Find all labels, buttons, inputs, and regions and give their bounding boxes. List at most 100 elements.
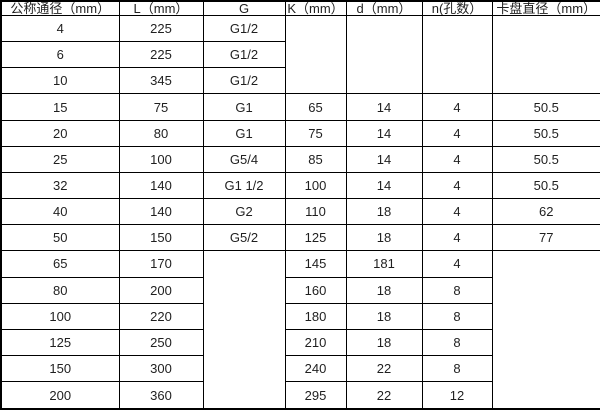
table-cell: 50.5	[491, 119, 600, 147]
table-cell: 8	[421, 328, 493, 357]
table-cell: 200	[0, 381, 120, 410]
table-row: 15 75 G1 65 14 4 50.5	[0, 93, 600, 121]
table-cell: 75	[118, 93, 204, 121]
table-header-row: 公称通径（mm） L（mm） G K（mm） d（mm） n(孔数） 卡盘直径（…	[0, 0, 600, 16]
table-cell: 4	[0, 14, 120, 43]
table-cell: 150	[118, 224, 204, 252]
table-row: 20 80 G1 75 14 4 50.5	[0, 119, 600, 147]
table-cell: 125	[0, 328, 120, 357]
table-row: 50 150 G5/2 125 18 4 77	[0, 224, 600, 252]
table-cell: 225	[118, 41, 204, 69]
table-row: 150 300 240 22 8	[0, 355, 600, 383]
table-cell: 4	[421, 250, 493, 278]
table-row: 200 360 295 22 12	[0, 381, 600, 410]
table-row: 65 170 145 181 4	[0, 250, 600, 410]
table-cell	[345, 14, 423, 95]
table-row: 6 225 G1/2	[0, 41, 600, 69]
table-cell: 110	[284, 198, 347, 226]
table-cell	[421, 14, 493, 95]
header-k: K（mm）	[284, 0, 347, 16]
table-cell: G5/2	[202, 224, 286, 252]
table-cell	[491, 250, 600, 410]
table-cell: 181	[345, 250, 423, 278]
table-cell: 150	[0, 355, 120, 383]
table-cell: 140	[118, 171, 204, 200]
table-cell: 50	[0, 224, 120, 252]
table-cell: 220	[118, 302, 204, 330]
table-cell: 10	[0, 67, 120, 95]
table-row: 25 100 G5/4 85 14 4 50.5	[0, 145, 600, 173]
header-hole-count: n(孔数）	[421, 0, 493, 16]
header-thread-g: G	[202, 0, 286, 16]
table-cell: 14	[345, 119, 423, 147]
table-cell: G1	[202, 119, 286, 147]
table-cell: 85	[284, 145, 347, 173]
table-cell: 18	[345, 302, 423, 330]
table-cell: 18	[345, 276, 423, 304]
table-cell: 20	[0, 119, 120, 147]
table-cell: 80	[0, 276, 120, 304]
table-cell: 4	[421, 93, 493, 121]
table-cell: 4	[421, 119, 493, 147]
table-cell: 4	[421, 198, 493, 226]
table-cell: 14	[345, 171, 423, 200]
table-cell: 200	[118, 276, 204, 304]
table-cell: 225	[118, 14, 204, 43]
table-row: 125 250 210 18 8	[0, 328, 600, 357]
table-cell: 25	[0, 145, 120, 173]
table-cell: 345	[118, 67, 204, 95]
table-cell: 4	[421, 145, 493, 173]
table-cell: 50.5	[491, 171, 600, 200]
table-cell: 6	[0, 41, 120, 69]
table-cell: 62	[491, 198, 600, 226]
table-cell: 4	[421, 171, 493, 200]
header-d: d（mm）	[345, 0, 423, 16]
table-cell: 65	[0, 250, 120, 278]
table-cell: 18	[345, 224, 423, 252]
header-nominal-diameter: 公称通径（mm）	[0, 0, 120, 16]
table-cell: 170	[118, 250, 204, 278]
table-cell: 100	[118, 145, 204, 173]
table-cell: 75	[284, 119, 347, 147]
table-cell: 50.5	[491, 145, 600, 173]
table-row: 40 140 G2 110 18 4 62	[0, 198, 600, 226]
header-clamp-plate-diameter: 卡盘直径（mm）	[491, 0, 600, 16]
table-cell: 77	[491, 224, 600, 252]
table-cell: 65	[284, 93, 347, 121]
table-cell: 250	[118, 328, 204, 357]
table-cell: 12	[421, 381, 493, 410]
table-cell: G5/4	[202, 145, 286, 173]
table-cell: 160	[284, 276, 347, 304]
table-cell: G1/2	[202, 41, 286, 69]
table-cell: 300	[118, 355, 204, 383]
table-cell: 210	[284, 328, 347, 357]
table-cell: 15	[0, 93, 120, 121]
table-cell: 145	[284, 250, 347, 278]
table-cell: 50.5	[491, 93, 600, 121]
table-cell: 180	[284, 302, 347, 330]
table-row: 32 140 G1 1/2 100 14 4 50.5	[0, 171, 600, 200]
table-cell: 8	[421, 276, 493, 304]
table-cell	[284, 14, 347, 95]
table-cell: 295	[284, 381, 347, 410]
table-cell: 40	[0, 198, 120, 226]
table-cell: 22	[345, 381, 423, 410]
table-cell	[202, 250, 286, 410]
table-row: 4 225 G1/2	[0, 14, 600, 95]
table-cell: 4	[421, 224, 493, 252]
table-cell	[491, 14, 600, 95]
table-cell: 18	[345, 328, 423, 357]
table-row: 80 200 160 18 8	[0, 276, 600, 304]
table-cell: 22	[345, 355, 423, 383]
table-cell: 18	[345, 198, 423, 226]
table-cell: 100	[284, 171, 347, 200]
table-cell: 14	[345, 145, 423, 173]
table-cell: 8	[421, 355, 493, 383]
table-cell: 140	[118, 198, 204, 226]
table-cell: G1/2	[202, 14, 286, 43]
table-body: 4 225 G1/2 6 225 G1/2 10 345 G1/2 15 75 G1 65 14 4 50.5…	[0, 14, 600, 410]
table-cell: 100	[0, 302, 120, 330]
table-cell: G1	[202, 93, 286, 121]
table-cell: 32	[0, 171, 120, 200]
